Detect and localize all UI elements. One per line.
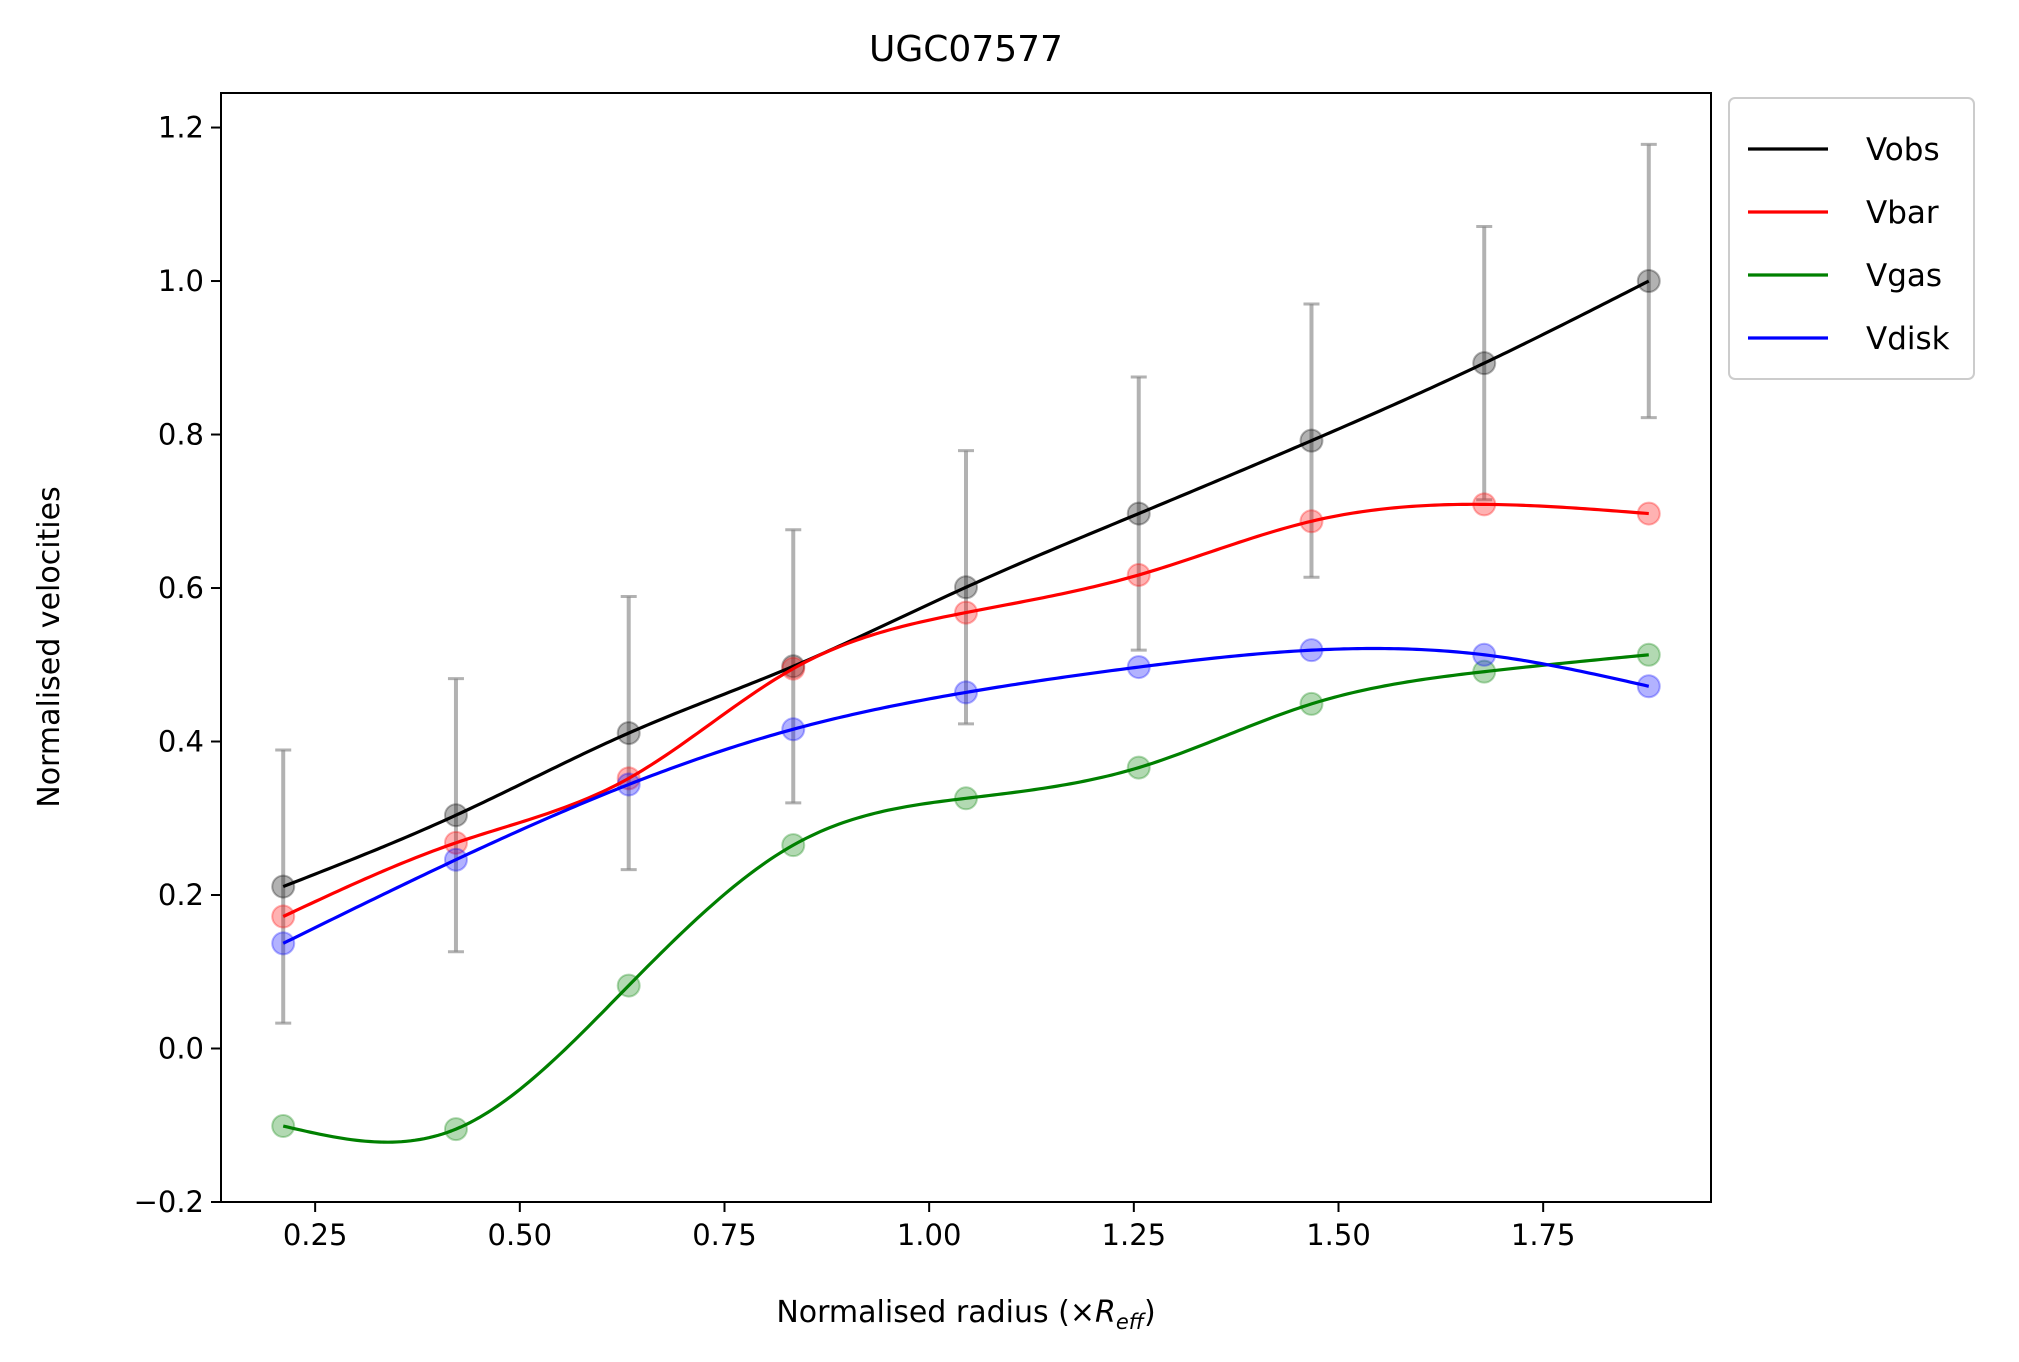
x-axis-label-math: R — [1095, 1295, 1116, 1330]
x-axis-label: Normalised radius (×Reff) — [776, 1295, 1155, 1334]
x-axis-label-sub: eff — [1116, 1310, 1147, 1334]
y-tick-label: 1.2 — [158, 111, 204, 145]
point-vdisk — [271, 931, 296, 956]
x-axis-label-text: Normalised radius (× — [776, 1295, 1095, 1330]
chart-title: UGC07577 — [869, 29, 1063, 70]
y-tick-label: 0.4 — [158, 725, 204, 759]
point-vbar — [271, 904, 296, 929]
y-tick-label: 0.0 — [158, 1032, 204, 1066]
y-tick-label: 0.6 — [158, 571, 204, 605]
series-line-vgas — [282, 653, 1649, 1144]
axes-frame — [220, 92, 1712, 1203]
x-tick-label: 1.25 — [1102, 1218, 1167, 1252]
y-tick-label: 1.0 — [158, 264, 204, 298]
legend-label-vdisk: Vdisk — [1866, 321, 1950, 357]
x-tick-label: 0.50 — [488, 1218, 553, 1252]
x-tick-label: 0.25 — [283, 1218, 348, 1252]
series-lines — [282, 279, 1650, 1144]
legend-box — [1728, 97, 1975, 380]
legend-label-vobs: Vobs — [1866, 132, 1940, 168]
y-tick-label: −0.2 — [134, 1185, 204, 1219]
x-axis: 0.25 0.50 0.75 1.00 1.25 1.50 1.75 — [283, 1202, 1576, 1252]
legend-label-vgas: Vgas — [1866, 258, 1942, 294]
x-tick-label: 1.50 — [1306, 1218, 1371, 1252]
y-axis: −0.2 0.0 0.2 0.4 0.6 0.8 1.0 1.2 — [134, 111, 221, 1219]
point-vgas — [271, 1114, 296, 1139]
y-tick-label: 0.8 — [158, 418, 204, 452]
y-tick-label: 0.2 — [158, 878, 204, 912]
x-axis-label-close: ) — [1144, 1295, 1156, 1330]
x-tick-label: 1.00 — [897, 1218, 962, 1252]
y-axis-label: Normalised velocities — [32, 486, 67, 807]
series-line-vbar — [282, 502, 1649, 918]
series-line-vdisk — [282, 646, 1650, 945]
legend: Vobs Vbar Vgas Vdisk — [1728, 97, 1975, 380]
x-tick-label: 1.75 — [1511, 1218, 1576, 1252]
series-line-vobs — [282, 279, 1650, 889]
x-tick-label: 0.75 — [692, 1218, 757, 1252]
legend-label-vbar: Vbar — [1866, 195, 1939, 231]
